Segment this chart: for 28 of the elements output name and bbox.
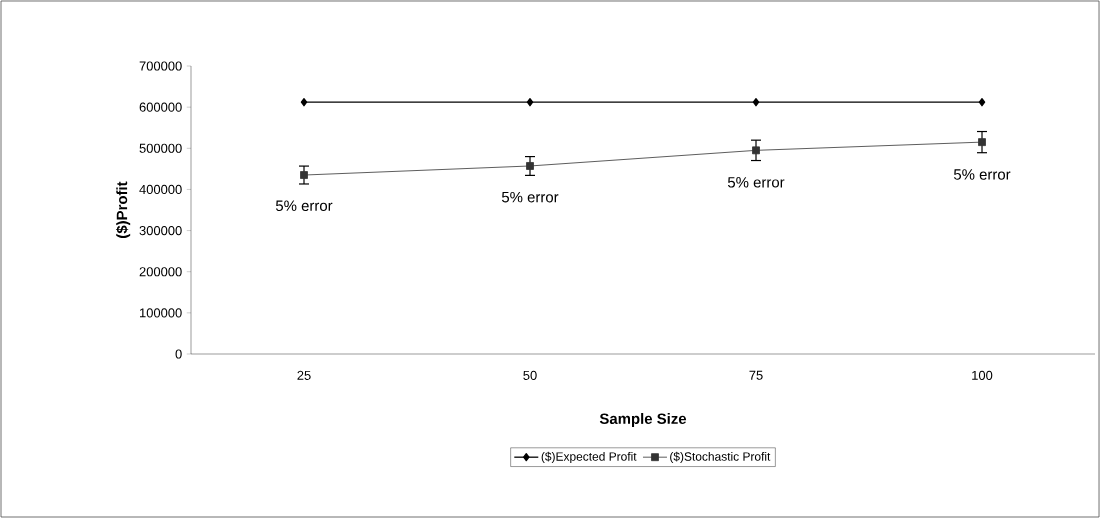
point — [300, 171, 308, 179]
x-tick-label: 25 — [297, 370, 311, 380]
x-tick-label: 50 — [523, 370, 537, 380]
y-tick-label: 100000 — [140, 308, 182, 318]
y-tick-label: 200000 — [139, 267, 182, 277]
annotation: 5% error — [275, 200, 333, 211]
y-tick-label: 500000 — [139, 143, 182, 153]
point — [526, 162, 534, 170]
legend-label: ($)Expected Profit — [541, 451, 637, 464]
point — [300, 98, 308, 107]
annotation: 5% error — [727, 177, 785, 188]
point — [752, 98, 760, 107]
point — [526, 98, 534, 107]
y-tick-label: 0 — [175, 349, 182, 359]
point — [978, 98, 986, 107]
point — [978, 138, 986, 147]
y-tick-label: 600000 — [139, 102, 182, 112]
annotation: 5% error — [501, 191, 559, 203]
x-axis-title: Sample Size — [599, 413, 687, 427]
x-tick-label: 100 — [972, 370, 993, 380]
annotation: 5% error — [953, 169, 1011, 180]
point — [752, 146, 760, 155]
y-tick-label: 400000 — [139, 184, 182, 195]
y-axis-title: ($)Profit — [115, 181, 131, 238]
legend-label: ($)Stochastic Profit — [670, 451, 771, 464]
y-tick-label: 300000 — [139, 225, 182, 236]
x-tick-label: 75 — [749, 370, 763, 380]
y-tick-label: 700000 — [139, 61, 182, 71]
